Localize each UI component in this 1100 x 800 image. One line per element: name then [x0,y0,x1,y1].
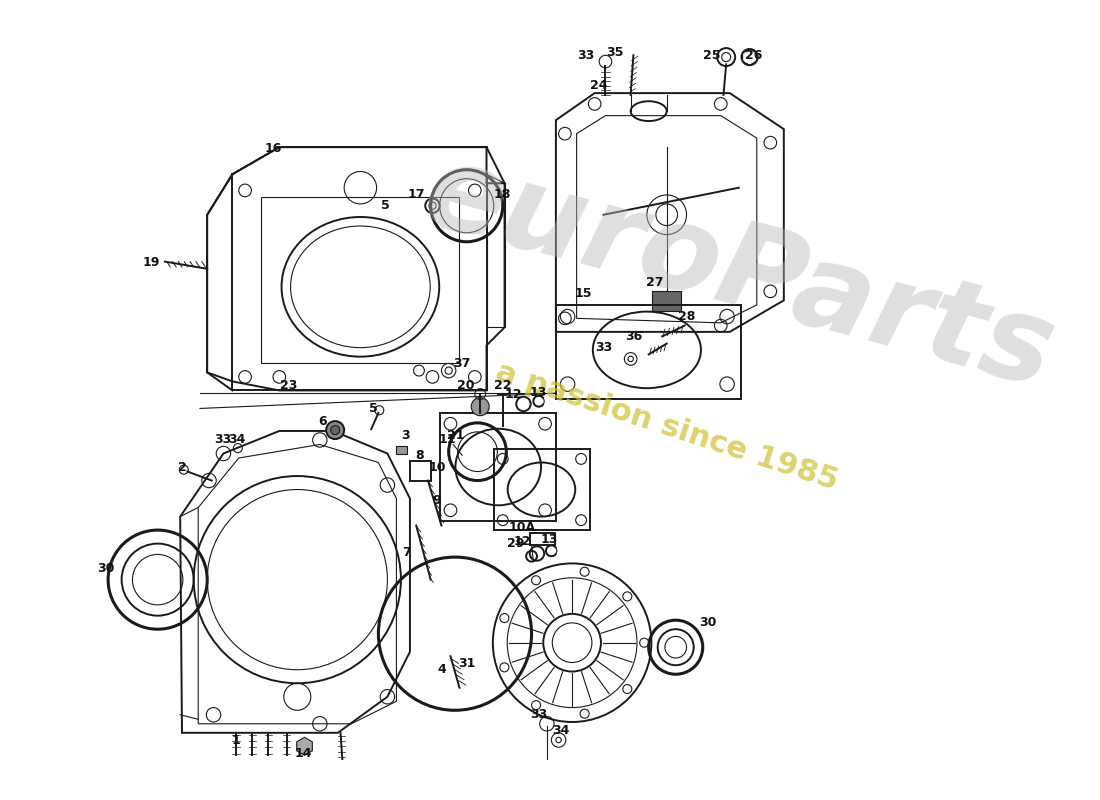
Text: 33: 33 [595,341,613,354]
Text: 4: 4 [437,663,446,676]
Text: 10: 10 [428,462,446,474]
Text: 19: 19 [143,256,160,269]
Circle shape [326,421,344,439]
Bar [556,305,740,399]
Bar [652,291,681,311]
Text: 3: 3 [402,429,409,442]
Text: 36: 36 [626,330,642,343]
Text: 17: 17 [407,187,425,201]
Text: 23: 23 [279,379,297,393]
Text: 10A: 10A [509,521,536,534]
Text: 20: 20 [456,379,474,393]
Text: 18: 18 [494,187,512,201]
Text: 29: 29 [507,537,524,550]
Text: 37: 37 [453,357,471,370]
Text: 27: 27 [646,276,663,289]
Text: 15: 15 [574,286,592,300]
Text: 31: 31 [458,657,475,670]
Text: 11: 11 [439,434,456,446]
Text: 34: 34 [552,725,569,738]
Text: a passion since 1985: a passion since 1985 [492,358,842,496]
Text: 26: 26 [745,49,762,62]
Text: 9: 9 [432,494,441,507]
Text: 5: 5 [382,199,390,212]
Text: 1: 1 [232,734,241,746]
Text: 13: 13 [529,386,547,398]
Text: 33: 33 [530,708,548,722]
Text: 21: 21 [447,429,464,442]
Bar [396,446,407,454]
Text: 7: 7 [402,546,410,559]
Text: 13: 13 [541,533,559,546]
Text: 8: 8 [416,449,425,462]
Text: 12: 12 [514,535,531,548]
Text: 25: 25 [703,49,720,62]
Text: 5: 5 [368,402,377,415]
Text: 12: 12 [505,389,522,402]
Circle shape [331,426,340,434]
Text: 34: 34 [229,433,245,446]
Text: euroParts: euroParts [411,134,1066,413]
Text: 14: 14 [295,747,312,760]
Text: 6: 6 [318,414,327,427]
Bar [530,533,556,546]
Text: 24: 24 [591,79,608,93]
Text: 33: 33 [578,49,594,62]
Text: 30: 30 [98,562,116,575]
Text: 2: 2 [177,462,186,474]
Text: 16: 16 [264,142,282,155]
Text: 28: 28 [678,310,695,323]
Text: 33: 33 [213,433,231,446]
Text: 22: 22 [494,379,512,393]
Text: 35: 35 [606,46,623,59]
Circle shape [471,398,490,416]
Text: 30: 30 [700,616,717,630]
